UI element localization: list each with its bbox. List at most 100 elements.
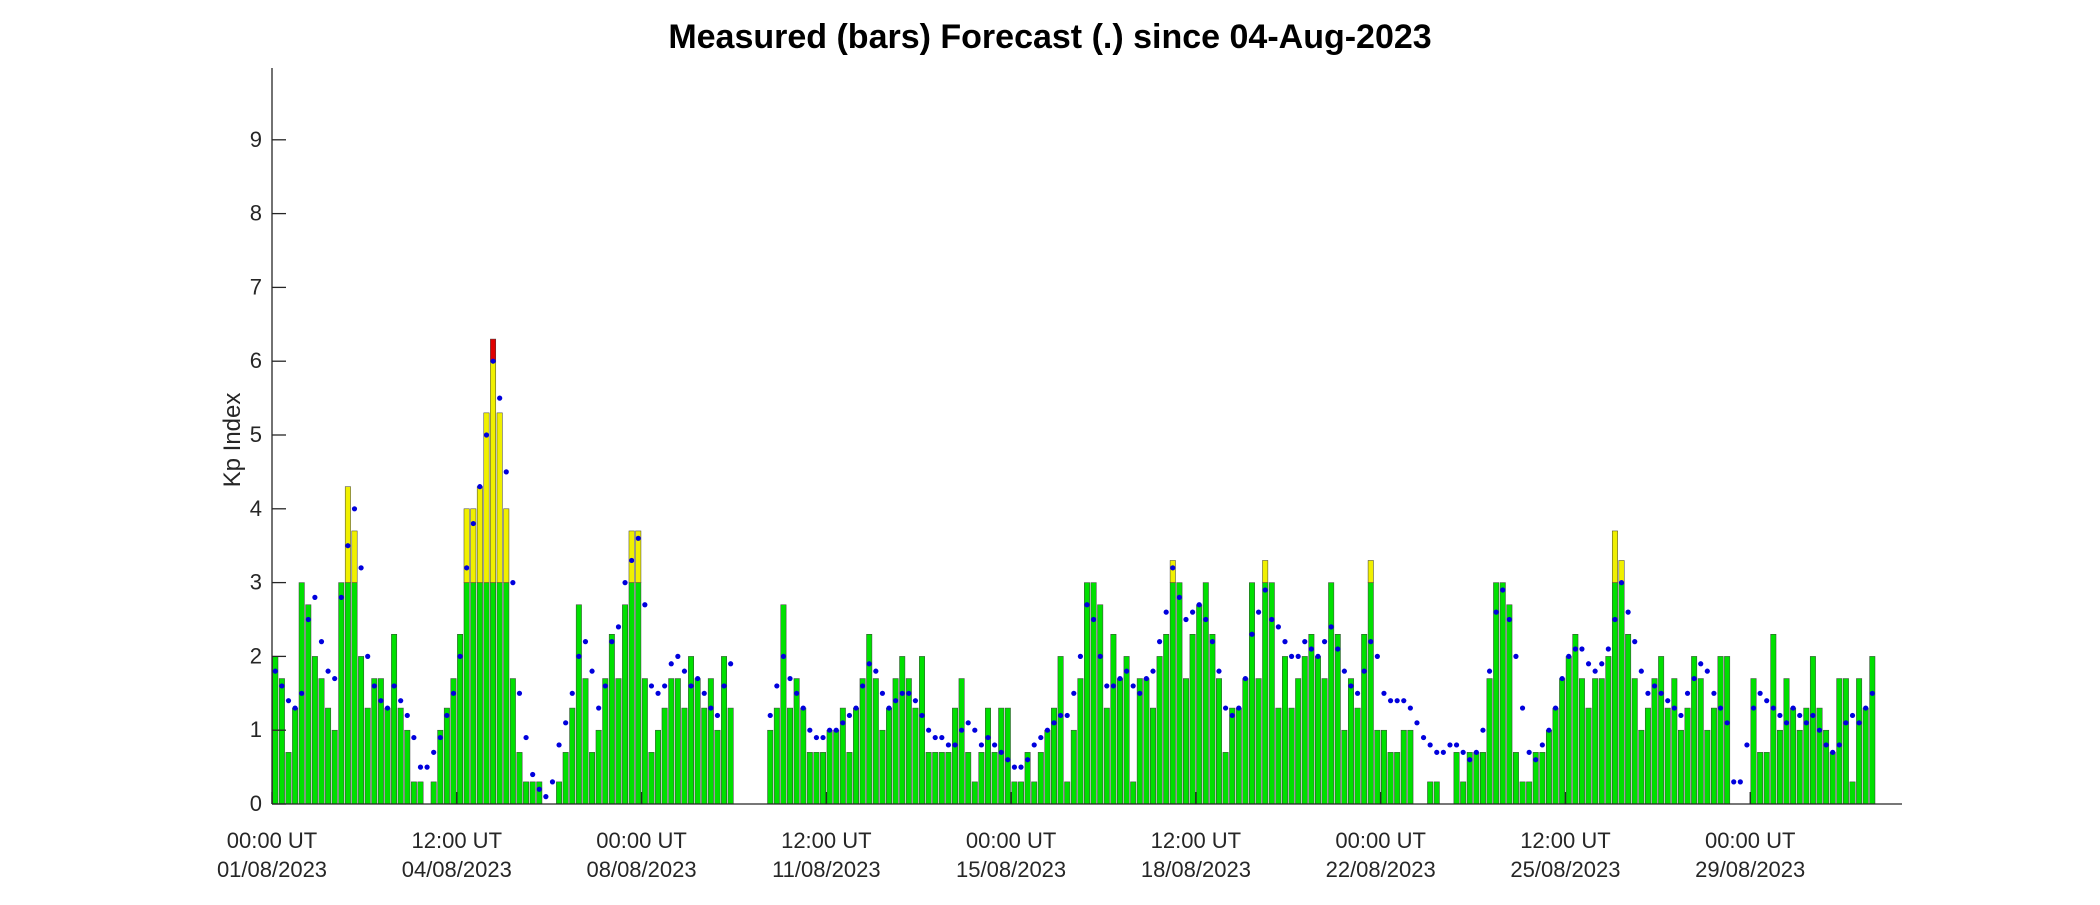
forecast-point [1308,646,1314,652]
forecast-point [1440,749,1446,755]
forecast-point [1407,705,1413,711]
forecast-point [827,727,833,733]
forecast-point [378,698,384,704]
measured-bar-quiet [674,678,681,805]
forecast-point [1856,720,1862,726]
measured-bar-quiet [410,781,417,805]
measured-bar-quiet [1598,678,1605,805]
measured-bar-quiet [1222,752,1229,805]
forecast-point [1156,639,1163,645]
x-tick-label-date: 01/08/2023 [217,857,327,882]
measured-bar-quiet [1836,678,1843,805]
forecast-point [1625,609,1631,615]
forecast-point [1130,683,1136,689]
measured-bar-quiet [952,707,958,805]
forecast-point [1770,705,1776,711]
measured-bar-quiet [1526,781,1533,805]
measured-bar-quiet [1611,582,1618,805]
forecast-point [1302,639,1308,645]
measured-bar-quiet [905,678,912,805]
measured-bar-quiet [958,678,965,805]
measured-bar-quiet [1268,582,1275,805]
measured-bar-active [503,508,510,583]
forecast-point [404,712,410,719]
measured-bar-quiet [721,656,727,805]
measured-bar-quiet [1255,678,1262,805]
measured-bar-quiet [833,729,840,805]
forecast-point [1176,594,1182,600]
measured-bar-quiet [668,678,675,805]
measured-bar-quiet [536,781,543,805]
forecast-point [1321,639,1328,645]
measured-bar-quiet [490,582,497,805]
measured-bar-quiet [1671,678,1678,805]
measured-bar-active [1169,560,1176,583]
measured-bar-quiet [1625,634,1632,805]
measured-bar-quiet [1202,582,1209,805]
forecast-point [893,698,899,704]
measured-bar-quiet [1341,729,1348,805]
forecast-point [820,734,826,741]
forecast-point [1005,757,1011,763]
forecast-point [1704,668,1710,674]
measured-bar-quiet [1856,678,1863,805]
measured-bar-quiet [1631,678,1638,805]
measured-bar-quiet [1295,678,1302,805]
measured-bar-quiet [1651,678,1658,805]
forecast-point [503,469,509,475]
measured-bar-quiet [1308,634,1315,805]
measured-bar-quiet [1084,582,1090,805]
measured-bar-quiet [1117,678,1123,805]
measured-bar-quiet [344,582,351,805]
forecast-point [1473,749,1479,755]
forecast-point [701,690,707,696]
measured-bar-quiet [331,729,338,805]
measured-bar-quiet [919,656,925,805]
measured-bar-quiet [701,707,708,805]
measured-bar-quiet [1156,656,1163,805]
forecast-point [1665,698,1671,704]
forecast-point [1124,668,1130,674]
measured-bar-quiet [1460,781,1467,805]
forecast-point [945,742,952,748]
measured-bar-quiet [1473,752,1480,805]
measured-bar-active [463,508,470,583]
measured-bar-quiet [1823,729,1830,805]
measured-bar-quiet [1328,582,1335,805]
forecast-point [972,727,978,733]
forecast-point [1849,712,1856,719]
forecast-point [1724,720,1730,726]
measured-bar-quiet [516,752,523,805]
measured-bar-quiet [443,707,450,805]
measured-bar-quiet [1539,752,1546,805]
forecast-point [1394,698,1400,704]
measured-bar-quiet [648,752,655,805]
measured-bar-quiet [1037,752,1044,805]
forecast-point [807,727,813,733]
measured-bar-quiet [457,634,464,805]
forecast-point [992,742,998,748]
forecast-point [332,675,338,682]
measured-bar-quiet [1592,678,1599,805]
forecast-point [1486,668,1493,674]
forecast-point [978,742,985,748]
forecast-point [1803,720,1809,726]
measured-bar-quiet [1011,781,1018,805]
forecast-point [1467,757,1473,763]
measured-bar-quiet [1249,582,1255,805]
measured-bar-quiet [562,752,569,805]
measured-bar-quiet [1400,729,1407,805]
forecast-point [1315,653,1321,660]
forecast-point [939,734,945,741]
measured-bar-quiet [292,707,299,805]
measured-bar-quiet [1506,604,1513,805]
forecast-point [1460,749,1466,755]
forecast-point [1684,690,1691,696]
measured-bar-quiet [1090,582,1097,805]
forecast-point [543,794,549,800]
measured-bar-quiet [1183,678,1189,805]
forecast-point [873,668,879,674]
measured-bar-quiet [1829,752,1836,805]
forecast-point [1519,705,1526,711]
measured-bar-quiet [1513,752,1519,805]
